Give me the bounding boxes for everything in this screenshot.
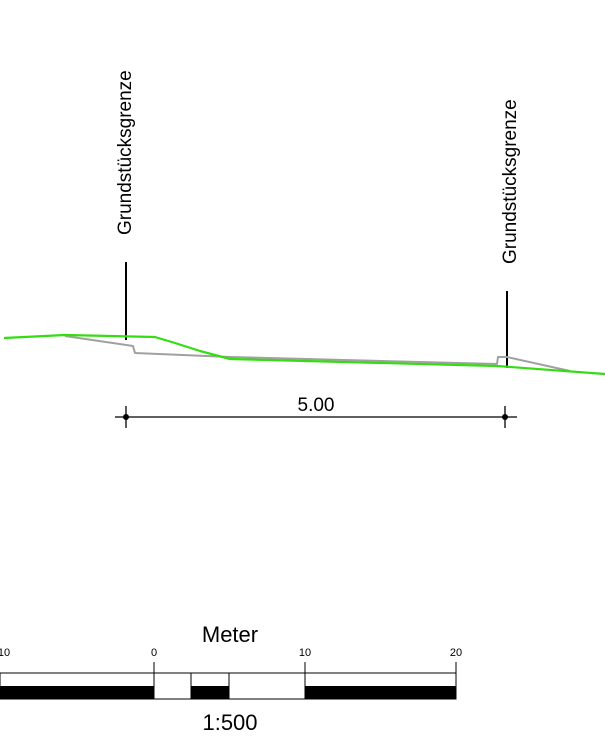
boundary-left-label: Grundstücksgrenze	[115, 70, 136, 235]
scale-segment	[191, 686, 229, 699]
scale-segment	[305, 686, 456, 699]
planned-terrain-line	[64, 335, 571, 372]
dimension: 5.00	[115, 395, 517, 428]
dimension-label: 5.00	[298, 395, 335, 416]
scale-bar-title: Meter	[202, 622, 258, 647]
scale-segment	[228, 672, 306, 700]
existing-terrain-line	[3, 333, 605, 376]
boundary-right: Grundstücksgrenze	[500, 99, 521, 368]
dimension-dot-right	[502, 414, 508, 420]
scale-tick-label-2: 10	[299, 647, 311, 659]
scale-bar: Meter 10 0 10 20 1:500	[0, 622, 462, 735]
scale-tick-label-0: 10	[0, 647, 10, 659]
scale-ratio: 1:500	[202, 710, 257, 735]
scale-tick-label-3: 20	[450, 647, 462, 659]
scale-segment	[153, 672, 192, 700]
scale-tick-label-1: 0	[151, 647, 157, 659]
boundary-right-label: Grundstücksgrenze	[500, 99, 521, 264]
scale-segment	[0, 686, 154, 699]
dimension-dot-left	[123, 414, 129, 420]
boundary-left: Grundstücksgrenze	[115, 70, 136, 340]
